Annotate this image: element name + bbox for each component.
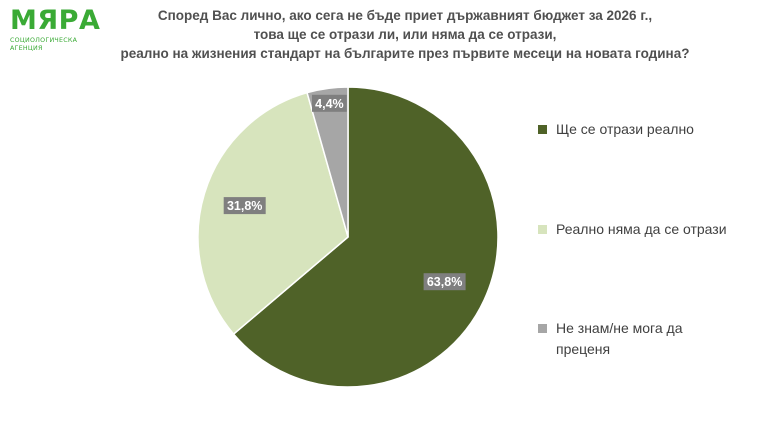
chart-title: Според Вас лично, ако сега не бъде приет… (120, 6, 690, 63)
data-label-background (423, 273, 466, 291)
legend-label: Реално няма да се отрази (556, 221, 727, 237)
data-label-3: 4,4% (312, 94, 347, 112)
logo-tagline: СОЦИОЛОГИЧЕСКА АГЕНЦИЯ (10, 37, 78, 52)
legend-swatch (538, 125, 547, 134)
data-label-text: 31,8% (227, 199, 262, 213)
legend-item-2: Реално няма да се отрази (538, 219, 758, 240)
data-label-1: 63,8% (423, 273, 466, 291)
chart-title-line-1: Според Вас лично, ако сега не бъде приет… (157, 8, 653, 23)
logo: МЯРА СОЦИОЛОГИЧЕСКА АГЕНЦИЯ (10, 5, 110, 53)
legend-item-1: Ще се отрази реално (538, 119, 758, 140)
data-label-text: 63,8% (427, 275, 462, 289)
pie-slice-3 (306, 86, 349, 238)
data-label-background (312, 94, 347, 112)
chart-title-line-3: реално на жизнения стандарт на българите… (120, 46, 690, 61)
chart-title-line-2: това ще се отрази ли, или няма да се отр… (253, 27, 557, 42)
pie-slice-1 (232, 86, 499, 388)
data-label-2: 31,8% (223, 197, 266, 215)
legend-swatch (538, 324, 547, 333)
legend-item-3: Не знам/не мога да преценя (538, 318, 758, 360)
pie-slice-2 (197, 91, 349, 336)
logo-name: МЯРА (10, 5, 101, 36)
legend-label: Ще се отрази реално (556, 121, 694, 137)
legend-label: Не знам/не мога да преценя (556, 320, 683, 357)
data-label-text: 4,4% (315, 97, 344, 111)
legend-swatch (538, 225, 547, 234)
data-label-background (223, 197, 266, 215)
